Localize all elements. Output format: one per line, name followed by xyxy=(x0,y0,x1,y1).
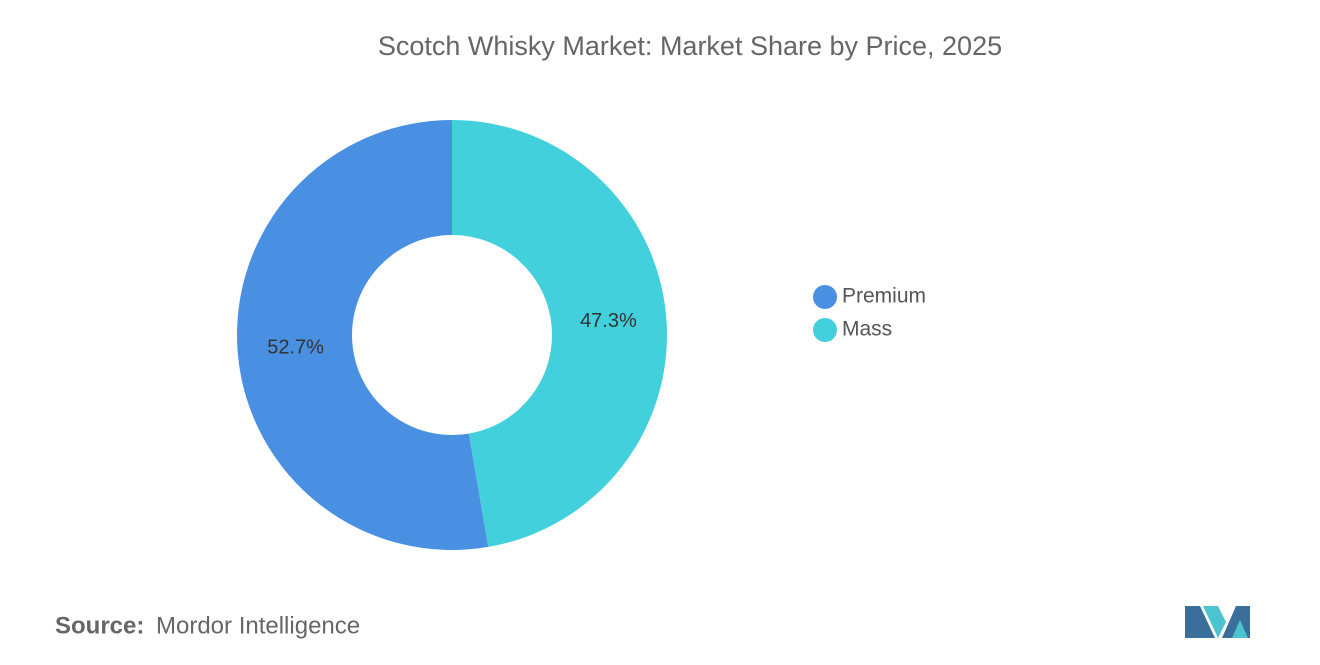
donut-slice xyxy=(452,120,667,547)
legend-marker xyxy=(813,318,837,342)
donut-slice xyxy=(236,120,489,550)
legend-label: Mass xyxy=(842,318,892,341)
data-label: 52.7% xyxy=(267,337,324,359)
chart-title: Scotch Whisky Market: Market Share by Pr… xyxy=(378,31,1002,61)
legend-label: Premium xyxy=(842,285,926,308)
logo xyxy=(1185,606,1250,638)
data-label: 47.3% xyxy=(580,310,637,332)
legend-marker xyxy=(813,285,837,309)
source-label: Source: xyxy=(55,612,144,639)
source: Mordor Intelligence xyxy=(156,612,360,639)
